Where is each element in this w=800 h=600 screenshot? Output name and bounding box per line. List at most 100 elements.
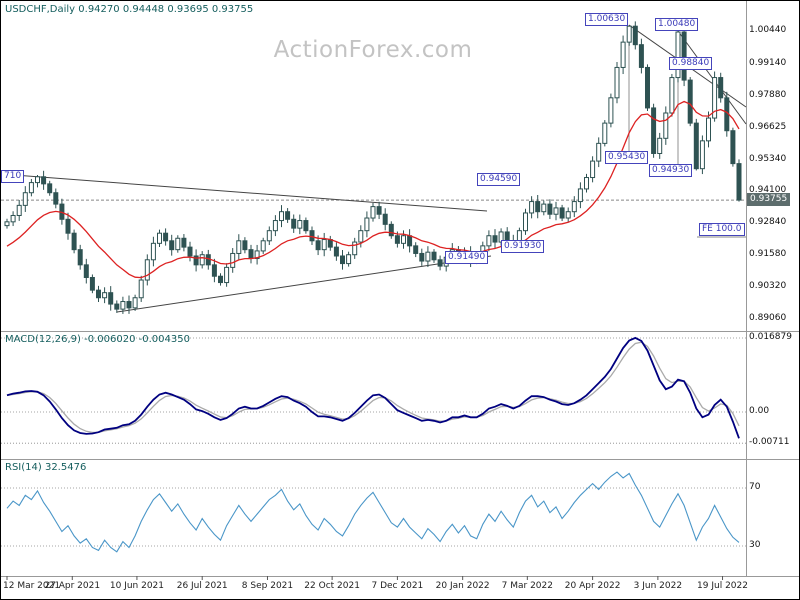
- y-axis-label: 0.99140: [749, 57, 787, 68]
- candle-body: [248, 249, 254, 260]
- trendline: [677, 30, 747, 125]
- candle-body: [120, 301, 126, 310]
- candle-body: [102, 292, 108, 299]
- candle-body: [712, 77, 718, 119]
- candle-body: [584, 177, 589, 190]
- candle-body: [89, 276, 95, 291]
- trendline: [116, 255, 492, 313]
- candle-body: [53, 192, 59, 205]
- price-annotation: 0.95430: [605, 151, 649, 164]
- candle-body: [285, 211, 291, 220]
- candle-body: [333, 246, 339, 257]
- date-label: 8 Sep 2021: [241, 581, 294, 591]
- candle-body: [150, 242, 156, 261]
- candle-body: [327, 239, 333, 248]
- candle-body: [224, 266, 230, 284]
- candle-body: [254, 250, 260, 260]
- candle-body: [718, 77, 724, 99]
- candle-body: [669, 77, 675, 114]
- candle-body: [114, 303, 120, 310]
- y-axis-label: 0.95340: [749, 154, 787, 165]
- candle-body: [419, 252, 425, 262]
- candle-body: [230, 252, 236, 268]
- y-axis-label: 0.90320: [749, 281, 787, 292]
- candle-body: [651, 107, 657, 154]
- candle-body: [157, 232, 162, 244]
- date-label: 7 Mar 2022: [501, 581, 553, 591]
- macd-title: MACD(12,26,9) -0.006020 -0.004350: [5, 334, 190, 345]
- watermark: ActionForex.com: [273, 37, 473, 63]
- candle-body: [608, 97, 614, 124]
- candle-body: [523, 212, 528, 232]
- price-annotation: 710: [1, 170, 25, 183]
- candle-body: [28, 182, 34, 194]
- candle-body: [706, 117, 711, 142]
- price-annotation: 1.00480: [655, 18, 699, 31]
- candle-body: [297, 220, 303, 229]
- candle-body: [181, 237, 187, 248]
- y-axis-label: 0.89060: [749, 313, 787, 323]
- candle-body: [413, 245, 419, 254]
- macd-axis-label: 0.00: [749, 406, 770, 416]
- candle-body: [577, 188, 583, 203]
- candle-body: [437, 259, 443, 267]
- candle-body: [71, 232, 77, 251]
- candle-body: [358, 230, 364, 243]
- candle-body: [96, 289, 101, 299]
- y-axis-label: 0.92840: [749, 217, 787, 228]
- candle-body: [559, 207, 565, 219]
- candle-body: [346, 254, 352, 265]
- rsi-axis-label: 70: [749, 482, 761, 492]
- candle-body: [431, 251, 437, 261]
- candle-body: [138, 279, 144, 299]
- candle-body: [272, 220, 278, 232]
- candle-body: [175, 237, 181, 251]
- date-label: 19 Jul 2022: [697, 581, 748, 591]
- macd-axis-label: -0.00711: [749, 437, 790, 448]
- candle-body: [22, 192, 28, 206]
- price-annotation: 1.00630: [585, 13, 629, 26]
- candle-body: [736, 163, 742, 201]
- candle-body: [547, 203, 553, 215]
- candle-body: [169, 240, 175, 251]
- rsi-line: [6, 471, 740, 553]
- y-axis-label: 0.94100: [749, 185, 787, 196]
- candle-body: [657, 137, 663, 154]
- candle-body: [693, 122, 699, 170]
- candle-body: [638, 44, 644, 68]
- rsi-axis-label: 30: [749, 540, 761, 550]
- candle-body: [47, 183, 53, 194]
- candle-body: [260, 240, 266, 252]
- candle-body: [632, 25, 638, 46]
- candle-body: [242, 240, 248, 251]
- y-axis-label: 0.97880: [749, 89, 787, 100]
- candle-body: [645, 66, 650, 109]
- candle-body: [10, 214, 16, 223]
- candle-body: [309, 230, 315, 242]
- candle-body: [486, 235, 492, 247]
- macd-axis-label: 0.016879: [749, 332, 792, 342]
- candle-body: [730, 130, 736, 165]
- chart-title: USDCHF,Daily 0.94270 0.94448 0.93695 0.9…: [5, 4, 254, 15]
- price-annotation: FE 100.0: [699, 223, 745, 236]
- candle-body: [571, 201, 577, 213]
- candle-body: [199, 254, 205, 266]
- candle-body: [321, 239, 327, 251]
- macd-main-line: [6, 336, 740, 439]
- trendline: [1, 173, 488, 212]
- y-axis-label: 0.91580: [749, 249, 787, 260]
- candle-body: [681, 31, 687, 81]
- date-label: 27 Apr 2021: [44, 581, 101, 591]
- candle-body: [266, 230, 272, 242]
- date-label: 22 Oct 2021: [304, 581, 360, 591]
- price-annotation: 0.91490: [445, 251, 489, 264]
- date-label: 20 Jan 2022: [435, 581, 490, 591]
- candle-body: [663, 112, 669, 139]
- candle-body: [596, 142, 602, 162]
- candle-body: [388, 223, 394, 237]
- date-label: 10 Jun 2021: [109, 581, 164, 591]
- candle-body: [626, 25, 632, 43]
- candle-body: [340, 255, 345, 265]
- price-annotation: 0.94930: [649, 164, 693, 177]
